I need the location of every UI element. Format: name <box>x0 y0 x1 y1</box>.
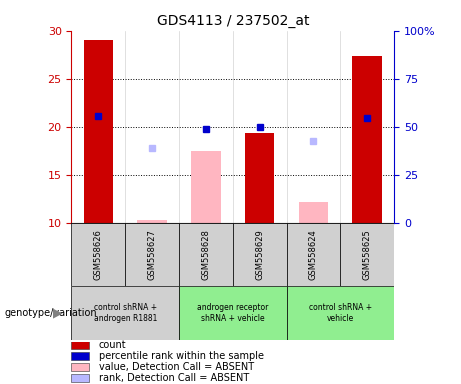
Bar <box>71 223 125 286</box>
Text: control shRNA +
androgen R1881: control shRNA + androgen R1881 <box>94 303 157 323</box>
Bar <box>179 223 233 286</box>
Bar <box>71 374 89 382</box>
Text: GSM558625: GSM558625 <box>363 229 372 280</box>
Bar <box>71 352 89 360</box>
Text: GSM558629: GSM558629 <box>255 229 264 280</box>
Text: count: count <box>99 340 126 350</box>
Bar <box>245 133 274 223</box>
Bar <box>179 286 287 340</box>
Text: percentile rank within the sample: percentile rank within the sample <box>99 351 264 361</box>
Text: GSM558626: GSM558626 <box>94 229 103 280</box>
Text: GSM558627: GSM558627 <box>148 229 157 280</box>
Text: control shRNA +
vehicle: control shRNA + vehicle <box>309 303 372 323</box>
Text: GSM558624: GSM558624 <box>309 229 318 280</box>
Bar <box>233 223 287 286</box>
Text: value, Detection Call = ABSENT: value, Detection Call = ABSENT <box>99 362 254 372</box>
Bar <box>287 286 394 340</box>
Text: ▶: ▶ <box>53 306 62 319</box>
Bar <box>83 40 113 223</box>
Bar <box>191 151 221 223</box>
Bar <box>125 223 179 286</box>
Bar <box>71 341 89 349</box>
Bar <box>71 286 179 340</box>
Text: androgen receptor
shRNA + vehicle: androgen receptor shRNA + vehicle <box>197 303 268 323</box>
Bar <box>137 220 167 223</box>
Text: rank, Detection Call = ABSENT: rank, Detection Call = ABSENT <box>99 373 249 383</box>
Title: GDS4113 / 237502_at: GDS4113 / 237502_at <box>157 14 309 28</box>
Text: genotype/variation: genotype/variation <box>5 308 97 318</box>
Bar <box>299 202 328 223</box>
Bar <box>353 56 382 223</box>
Text: GSM558628: GSM558628 <box>201 229 210 280</box>
Bar <box>71 363 89 371</box>
Bar <box>287 223 340 286</box>
Bar <box>340 223 394 286</box>
